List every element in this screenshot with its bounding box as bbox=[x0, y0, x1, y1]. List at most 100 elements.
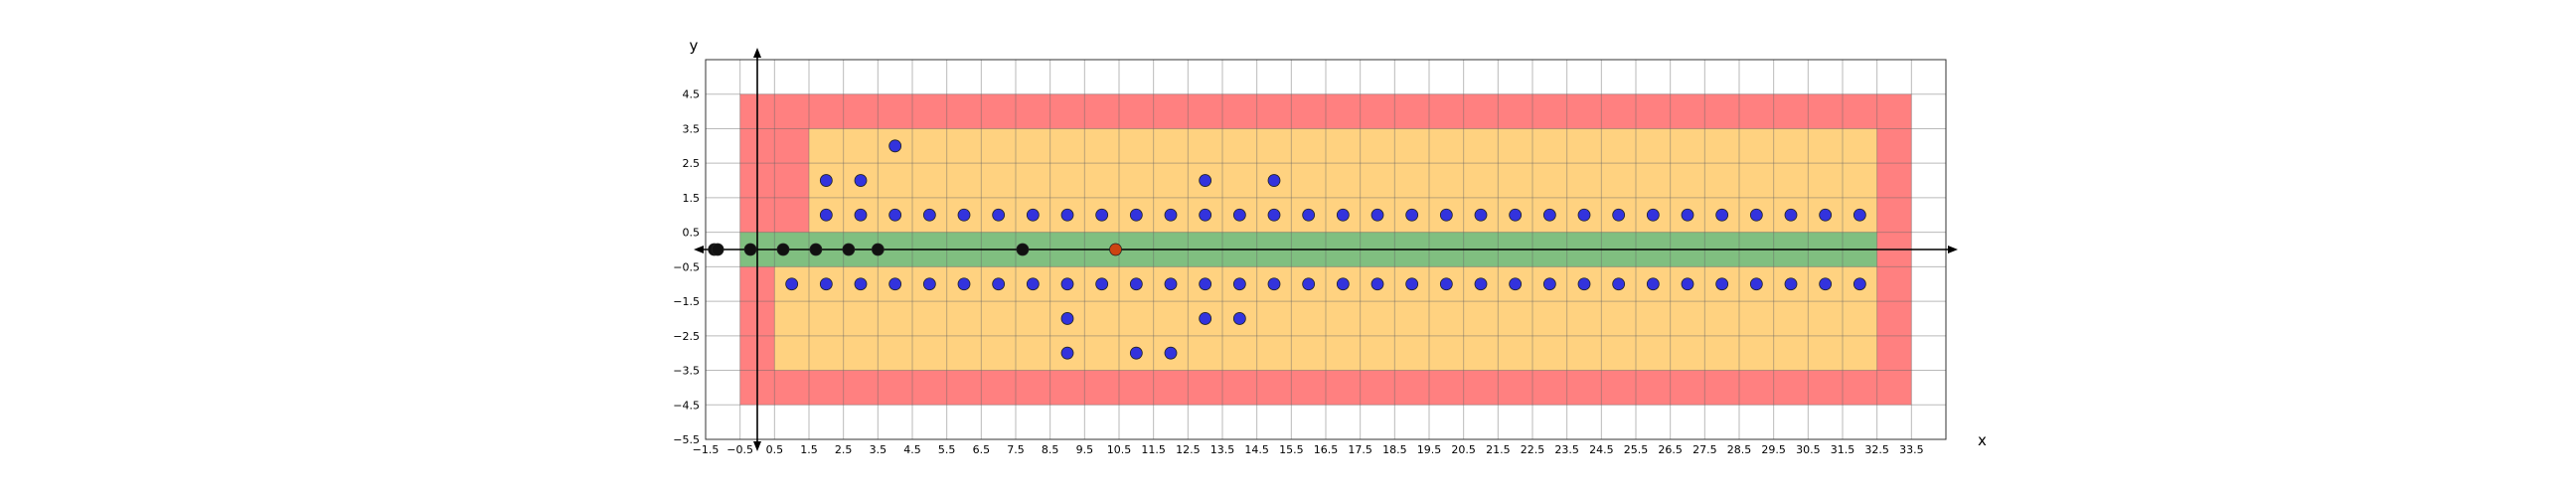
y-tick-label: −5.5 bbox=[673, 433, 700, 446]
x-axis-arrow-right bbox=[1948, 246, 1958, 253]
data-point bbox=[1509, 208, 1523, 222]
data-point bbox=[819, 174, 833, 187]
data-point bbox=[1026, 277, 1040, 291]
data-point bbox=[1784, 208, 1798, 222]
x-tick-label: 18.5 bbox=[1382, 443, 1407, 456]
data-point bbox=[854, 208, 868, 222]
x-tick-label: 12.5 bbox=[1176, 443, 1201, 456]
data-point bbox=[1336, 208, 1350, 222]
y-tick-label: 4.5 bbox=[683, 88, 701, 101]
data-point bbox=[1715, 277, 1729, 291]
data-point bbox=[1199, 277, 1212, 291]
data-point bbox=[1405, 208, 1419, 222]
data-point bbox=[1336, 277, 1350, 291]
y-axis-arrow-down bbox=[753, 441, 761, 451]
x-tick-label: 33.5 bbox=[1899, 443, 1924, 456]
data-point bbox=[1439, 277, 1453, 291]
x-tick-label: 2.5 bbox=[835, 443, 853, 456]
x-tick-label: 8.5 bbox=[1042, 443, 1059, 456]
data-point bbox=[1439, 208, 1453, 222]
x-tick-label: 24.5 bbox=[1589, 443, 1614, 456]
data-point bbox=[854, 174, 868, 187]
data-point bbox=[1302, 208, 1316, 222]
x-tick-label: 29.5 bbox=[1761, 443, 1786, 456]
data-point bbox=[1164, 208, 1178, 222]
data-point bbox=[1199, 208, 1212, 222]
x-axis-label: x bbox=[1978, 431, 1987, 449]
y-tick-label: −1.5 bbox=[673, 295, 700, 308]
data-point bbox=[1370, 277, 1384, 291]
data-point bbox=[1016, 243, 1030, 256]
data-point bbox=[1370, 208, 1384, 222]
data-point bbox=[1129, 346, 1143, 360]
y-tick-label: −0.5 bbox=[673, 260, 700, 273]
data-point bbox=[1232, 277, 1246, 291]
data-point bbox=[871, 243, 885, 256]
data-point bbox=[1199, 312, 1212, 325]
data-point bbox=[1095, 208, 1109, 222]
data-point bbox=[1612, 208, 1626, 222]
x-tick-label: 17.5 bbox=[1348, 443, 1372, 456]
data-point bbox=[1715, 208, 1729, 222]
data-point bbox=[1060, 312, 1074, 325]
data-point bbox=[1819, 277, 1833, 291]
data-point bbox=[1749, 277, 1763, 291]
data-point bbox=[1060, 208, 1074, 222]
data-point bbox=[1852, 208, 1866, 222]
x-tick-label: 11.5 bbox=[1141, 443, 1166, 456]
x-tick-label: 10.5 bbox=[1107, 443, 1132, 456]
data-point bbox=[1509, 277, 1523, 291]
data-point bbox=[711, 243, 724, 256]
data-point bbox=[1129, 208, 1143, 222]
data-point bbox=[957, 277, 971, 291]
y-tick-label: −4.5 bbox=[673, 399, 700, 412]
data-point bbox=[922, 208, 936, 222]
data-point bbox=[1026, 208, 1040, 222]
x-axis-arrow-left bbox=[694, 246, 704, 253]
x-tick-label: 0.5 bbox=[766, 443, 784, 456]
data-point bbox=[1129, 277, 1143, 291]
x-tick-label: 16.5 bbox=[1314, 443, 1339, 456]
data-point bbox=[1646, 277, 1660, 291]
data-point bbox=[1784, 277, 1798, 291]
data-point bbox=[1232, 312, 1246, 325]
data-point bbox=[1405, 277, 1419, 291]
data-point bbox=[842, 243, 856, 256]
data-point bbox=[1542, 277, 1556, 291]
data-point bbox=[1060, 277, 1074, 291]
x-tick-label: 1.5 bbox=[800, 443, 818, 456]
x-tick-label: 14.5 bbox=[1244, 443, 1269, 456]
x-tick-label: 4.5 bbox=[903, 443, 921, 456]
x-tick-label: 5.5 bbox=[938, 443, 956, 456]
data-point bbox=[1646, 208, 1660, 222]
data-point bbox=[992, 277, 1006, 291]
data-point bbox=[776, 243, 790, 256]
data-point bbox=[1199, 174, 1212, 187]
data-point bbox=[1749, 208, 1763, 222]
data-point bbox=[1819, 208, 1833, 222]
x-tick-label: 28.5 bbox=[1727, 443, 1752, 456]
x-tick-label: 26.5 bbox=[1658, 443, 1683, 456]
data-point bbox=[1681, 208, 1694, 222]
data-point bbox=[1095, 277, 1109, 291]
y-tick-labels: −5.5 −4.5 −3.5 −2.5 −1.5 −0.5 0.5 1.5 2.5 3.5 4.5 bbox=[673, 88, 700, 446]
x-tick-label: 9.5 bbox=[1076, 443, 1094, 456]
data-point bbox=[992, 208, 1006, 222]
data-point bbox=[1542, 208, 1556, 222]
points-layer bbox=[708, 139, 1866, 360]
y-tick-label: 2.5 bbox=[683, 157, 701, 170]
x-tick-label: 20.5 bbox=[1451, 443, 1476, 456]
x-tick-label: 30.5 bbox=[1796, 443, 1821, 456]
data-point bbox=[957, 208, 971, 222]
x-tick-label: 22.5 bbox=[1521, 443, 1545, 456]
data-point bbox=[1267, 277, 1281, 291]
data-point bbox=[888, 139, 902, 153]
data-point bbox=[854, 277, 868, 291]
data-point bbox=[1164, 346, 1178, 360]
data-point bbox=[1681, 277, 1694, 291]
x-tick-label: 21.5 bbox=[1486, 443, 1511, 456]
x-tick-label: 27.5 bbox=[1692, 443, 1717, 456]
data-point bbox=[1109, 243, 1122, 256]
y-tick-label: 0.5 bbox=[683, 227, 701, 240]
